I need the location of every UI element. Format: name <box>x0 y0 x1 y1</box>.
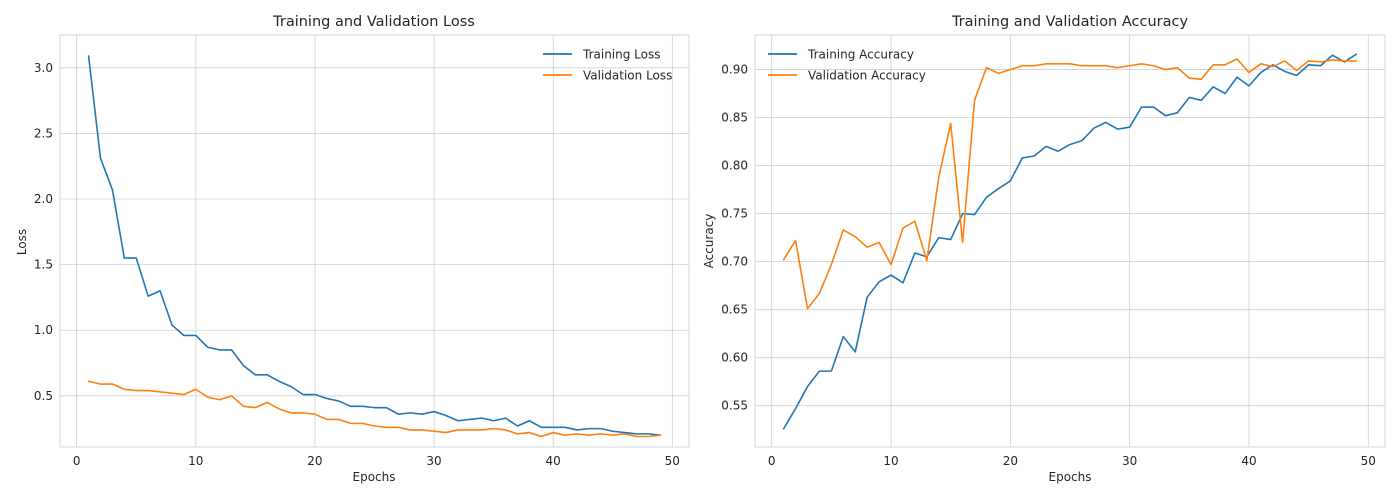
y-tick-label: 3.0 <box>34 61 53 75</box>
x-tick-label: 30 <box>426 454 441 468</box>
gridlines <box>755 35 1385 447</box>
plot-area <box>754 34 1386 448</box>
y-axis-label: Accuracy <box>702 214 716 269</box>
y-axis-label: Loss <box>15 229 29 255</box>
legend: Training Accuracy Validation Accuracy <box>768 48 926 83</box>
loss-chart: Training and Validation Loss Epochs Loss… <box>15 14 690 484</box>
y-tick-label: 1.5 <box>34 258 53 272</box>
x-tick-label: 20 <box>1003 454 1018 468</box>
y-tick-label: 0.75 <box>721 207 748 221</box>
legend-label: Validation Accuracy <box>808 69 926 83</box>
y-tick-label: 0.60 <box>721 351 748 365</box>
y-tick-label: 2.5 <box>34 126 53 140</box>
series-line-validation-loss <box>87 380 662 438</box>
y-tick-label: 1.0 <box>34 323 53 337</box>
accuracy-chart: Training and Validation Accuracy Epochs … <box>702 14 1386 484</box>
x-tick-label: 40 <box>546 454 561 468</box>
x-tick-label: 10 <box>883 454 898 468</box>
x-axis-label: Epochs <box>353 470 396 484</box>
chart-title: Training and Validation Loss <box>272 14 475 30</box>
legend: Training Loss Validation Loss <box>543 48 672 83</box>
axis-ticks: 0 10 20 30 40 50 0.55 0.60 0.65 0.70 0.75 0.80 0.85 0… <box>721 63 1376 468</box>
x-tick-label: 40 <box>1241 454 1256 468</box>
series-lines <box>87 55 662 438</box>
x-tick-label: 10 <box>188 454 203 468</box>
series-lines <box>782 53 1358 430</box>
x-tick-label: 30 <box>1122 454 1137 468</box>
legend-label: Training Accuracy <box>807 48 914 62</box>
x-tick-label: 20 <box>307 454 322 468</box>
y-tick-label: 0.90 <box>721 63 748 77</box>
y-tick-label: 2.0 <box>34 192 53 206</box>
gridlines <box>60 35 689 447</box>
x-tick-label: 0 <box>73 454 81 468</box>
series-line-training-accuracy <box>782 53 1358 430</box>
y-tick-label: 0.70 <box>721 255 748 269</box>
plot-area <box>59 34 690 448</box>
series-line-validation-accuracy <box>782 58 1358 310</box>
y-tick-label: 0.80 <box>721 159 748 173</box>
y-tick-label: 0.55 <box>721 399 748 413</box>
y-tick-label: 0.5 <box>34 389 53 403</box>
series-line-training-loss <box>87 55 662 436</box>
chart-title: Training and Validation Accuracy <box>951 14 1189 30</box>
y-tick-label: 0.85 <box>721 111 748 125</box>
x-tick-label: 50 <box>1361 454 1376 468</box>
legend-label: Validation Loss <box>583 69 672 83</box>
x-tick-label: 50 <box>665 454 680 468</box>
y-tick-label: 0.65 <box>721 303 748 317</box>
legend-label: Training Loss <box>582 48 660 62</box>
axis-ticks: 0 10 20 30 40 50 0.5 1.0 1.5 2.0 2.5 3.0 <box>34 61 680 468</box>
x-axis-label: Epochs <box>1049 470 1092 484</box>
x-tick-label: 0 <box>768 454 776 468</box>
